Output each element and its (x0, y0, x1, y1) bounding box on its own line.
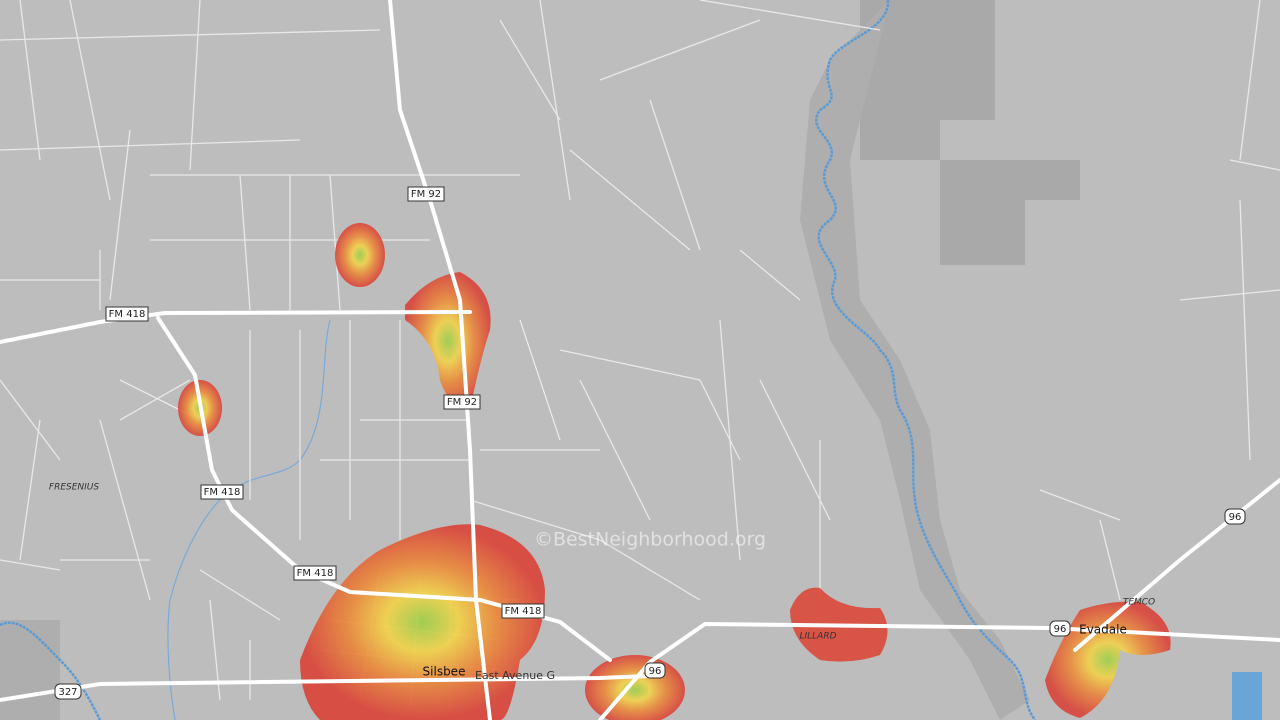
route-label: 96 (1054, 624, 1067, 635)
forest-area (860, 0, 1080, 265)
street-label: East Avenue G (475, 669, 555, 682)
heat-areas (178, 223, 1171, 720)
floodplain (800, 0, 1030, 720)
route-label: 327 (58, 687, 77, 698)
place-label: FRESENIUS (49, 483, 99, 493)
road-shield: FM 92 (407, 186, 445, 202)
place-label: LILLARD (799, 632, 836, 642)
road-label: FM 418 (204, 487, 241, 498)
town-label: Evadale (1079, 623, 1127, 637)
road-shield: FM 418 (105, 306, 149, 322)
route-shield: 327 (54, 683, 82, 700)
road-label: FM 418 (109, 309, 146, 320)
heat-area (335, 223, 385, 287)
heat-area (405, 272, 491, 410)
town-label: Silsbee (423, 665, 466, 679)
watermark: ©BestNeighborhood.org (534, 529, 766, 551)
route-label: 96 (1229, 512, 1242, 523)
route-shield: 96 (644, 662, 666, 679)
route-shield: 96 (1049, 620, 1071, 637)
floodplain (0, 620, 60, 720)
road-shield: FM 418 (200, 484, 244, 500)
river (0, 621, 102, 720)
river (814, 0, 1037, 720)
road-label: FM 92 (411, 189, 441, 200)
route-shield: 96 (1224, 508, 1246, 525)
road-label: FM 418 (505, 606, 542, 617)
pond (1232, 672, 1262, 720)
road-label: FM 418 (297, 568, 334, 579)
place-label: TEMCO (1123, 598, 1155, 608)
route-label: 96 (649, 666, 662, 677)
road-shield: FM 418 (293, 565, 337, 581)
road-shield: FM 92 (443, 394, 481, 410)
road-shield: FM 418 (501, 603, 545, 619)
road-label: FM 92 (447, 397, 477, 408)
creek (167, 319, 331, 720)
